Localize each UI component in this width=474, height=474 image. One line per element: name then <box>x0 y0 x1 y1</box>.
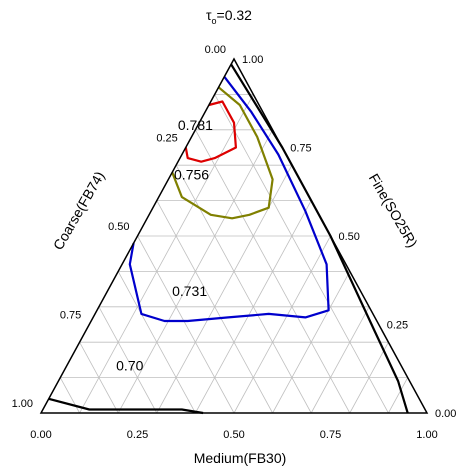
contour-label-0.756: 0.756 <box>174 166 209 182</box>
grid-line-medium <box>310 306 370 414</box>
left-tick-label: 0.75 <box>60 310 81 322</box>
grid-line-medium <box>272 271 351 414</box>
left-tick-label: 0.00 <box>205 44 226 56</box>
grid-line-coarse <box>117 271 196 414</box>
contour-label-0.731: 0.731 <box>172 283 207 299</box>
grid-line-medium <box>349 342 389 414</box>
bottom-tick-label: 0.50 <box>223 429 244 441</box>
right-tick-label: 1.00 <box>242 54 263 66</box>
triangle-outline <box>39 57 429 414</box>
grid-line-medium <box>79 94 254 414</box>
tick-labels: 0.00 0.00 1.00 0.25 0.25 0.75 0.50 0.50 0.50 0.75… <box>12 44 457 441</box>
chart-title: τo=0.32 <box>206 7 252 26</box>
left-tick-label: 1.00 <box>12 398 33 410</box>
right-axis-title: Fine(SO25R) <box>366 171 421 250</box>
contour-line-0.70-0 <box>48 397 204 415</box>
left-axis-title: Coarse(FB74) <box>50 168 108 252</box>
right-tick-label: 0.50 <box>339 231 360 243</box>
grid-line-coarse <box>214 94 389 414</box>
left-tick-label: 0.25 <box>156 133 177 145</box>
contour-line-0.70-1 <box>230 63 409 414</box>
contour-line-0.756-3 <box>171 86 274 220</box>
bottom-axis-title: Medium(FB30) <box>194 450 287 466</box>
contour-label-0.70: 0.70 <box>116 358 143 374</box>
bottom-tick-label: 0.00 <box>30 429 51 441</box>
grid-lines <box>59 94 409 414</box>
contour-lines <box>48 63 409 415</box>
bottom-tick-label: 0.25 <box>127 429 148 441</box>
grid-line-coarse <box>137 235 235 414</box>
grid-line-coarse <box>98 306 158 414</box>
right-tick-label: 0.25 <box>387 320 408 332</box>
grid-line-medium <box>233 235 331 414</box>
contour-labels: 0.70 0.731 0.756 0.781 <box>116 117 213 374</box>
grid-line-coarse <box>59 377 80 414</box>
bottom-tick-label: 0.75 <box>320 429 341 441</box>
right-tick-label: 0.75 <box>290 143 311 155</box>
bottom-tick-label: 1.00 <box>416 429 437 441</box>
right-tick-label: 0.00 <box>435 408 456 420</box>
grid-line-coarse <box>79 342 119 414</box>
left-tick-label: 0.50 <box>108 221 129 233</box>
triangle-frame <box>39 57 429 414</box>
grid-line-medium <box>388 377 409 414</box>
contour-label-0.781: 0.781 <box>178 117 213 133</box>
contour-line-0.781-4 <box>184 100 237 163</box>
contour-line-0.731-2 <box>128 76 330 323</box>
